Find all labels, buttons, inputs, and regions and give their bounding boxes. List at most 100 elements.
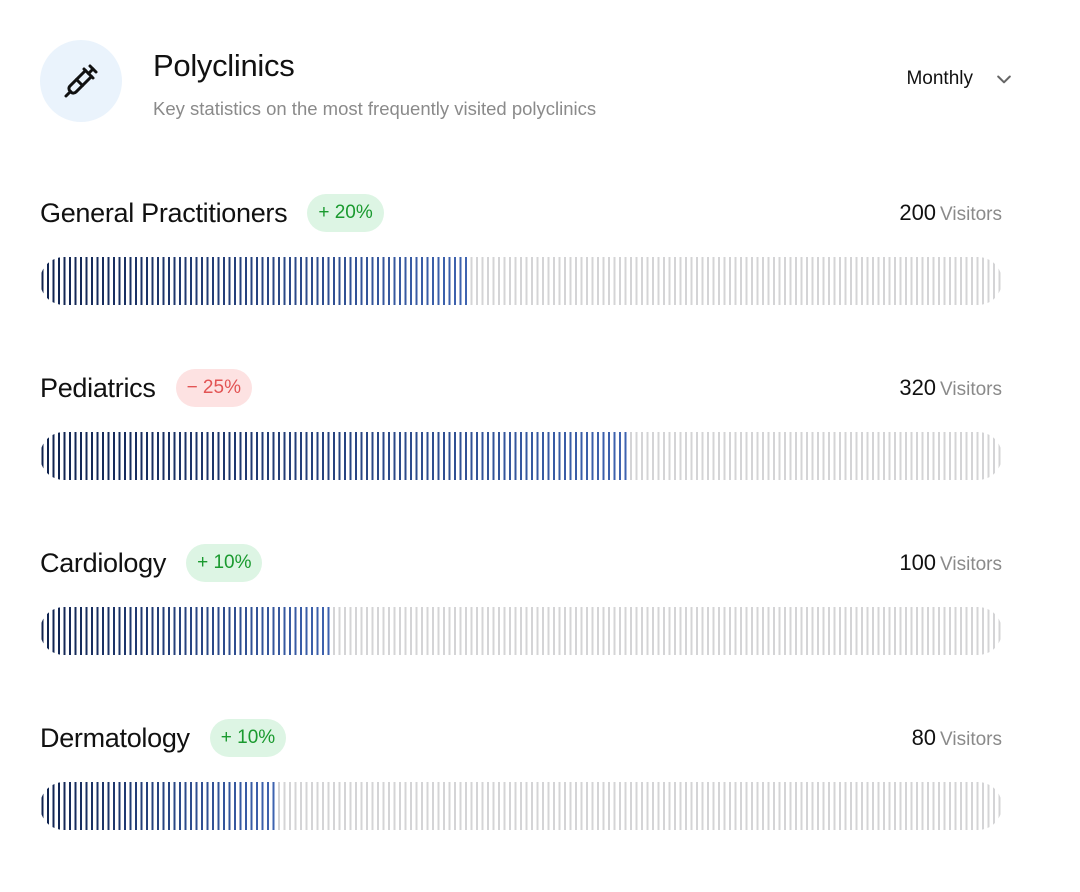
bar-stripe-track <box>899 432 902 480</box>
bar-stripe-track <box>701 432 704 480</box>
bar-stripe-track <box>905 782 907 830</box>
bar-stripe-track <box>344 607 346 655</box>
bar-stripe-track <box>888 607 891 655</box>
bar-stripe-filled <box>239 432 242 480</box>
bar-stripe-filled <box>245 782 247 830</box>
bar-stripe-filled <box>476 432 478 480</box>
bar-stripe-track <box>597 607 599 655</box>
bar-stripe-track <box>481 257 484 305</box>
bar-stripe-filled <box>305 432 308 480</box>
bar-stripe-filled <box>410 257 412 305</box>
bar-stripe-track <box>850 432 852 480</box>
bar-stripe-filled <box>146 257 148 305</box>
bar-stripe-track <box>987 782 990 830</box>
bar-stripe-track <box>635 607 638 655</box>
bar-stripe-filled <box>217 607 220 655</box>
bar-stripe-track <box>844 782 847 830</box>
bar-stripe-track <box>696 607 698 655</box>
bar-stripe-track <box>597 782 599 830</box>
visitor-count-unit: Visitors <box>940 379 1002 400</box>
bar-stripe-filled <box>443 432 445 480</box>
bar-stripe-track <box>800 607 803 655</box>
bar-stripe-track <box>806 782 808 830</box>
bar-stripe-filled <box>162 432 165 480</box>
bar-stripe-track <box>553 782 555 830</box>
bar-stripe-filled <box>289 432 291 480</box>
period-dropdown[interactable]: Monthly <box>906 68 1015 90</box>
bar-stripe-track <box>338 782 341 830</box>
bar-stripe-track <box>817 607 819 655</box>
bar-stripe-filled <box>294 607 297 655</box>
bar-stripe-track <box>509 782 511 830</box>
bar-stripe-track <box>987 432 990 480</box>
bar-stripe-track <box>674 607 676 655</box>
bar-stripe-track <box>993 432 995 480</box>
bar-stripe-track <box>679 607 682 655</box>
bar-stripe-filled <box>157 607 159 655</box>
bar-stripe-track <box>470 782 473 830</box>
bar-stripe-track <box>740 257 742 305</box>
bar-stripe-track <box>993 607 995 655</box>
bar-stripe-track <box>520 607 522 655</box>
clinic-row-general-practitioners: General Practitioners + 20% 200 Visitors <box>40 192 1002 367</box>
bar-stripe-filled <box>377 432 379 480</box>
bar-stripe-track <box>817 257 819 305</box>
bar-stripe-track <box>756 607 759 655</box>
bar-stripe-filled <box>63 782 66 830</box>
clinic-name: General Practitioners <box>40 197 288 228</box>
bar-stripe-track <box>536 607 539 655</box>
bar-stripe-track <box>707 257 709 305</box>
bar-stripe-filled <box>300 257 302 305</box>
bar-stripe-track <box>954 782 957 830</box>
bar-stripe-filled <box>113 432 115 480</box>
bar-stripe-track <box>492 607 495 655</box>
bar-stripe-track <box>481 607 484 655</box>
bar-stripe-filled <box>432 432 434 480</box>
bar-stripe-filled <box>80 432 82 480</box>
bar-stripe-track <box>822 257 825 305</box>
bar-stripe-filled <box>415 432 418 480</box>
bar-stripe-filled <box>531 432 533 480</box>
bar-stripe-filled <box>135 432 137 480</box>
bar-stripe-track <box>707 782 709 830</box>
bar-stripe-filled <box>250 257 253 305</box>
bar-stripe-track <box>916 782 918 830</box>
bar-stripe-track <box>498 782 500 830</box>
bar-stripe-track <box>701 607 704 655</box>
bar-stripe-track <box>767 432 770 480</box>
bar-stripe-track <box>833 782 836 830</box>
bar-stripe-track <box>520 257 522 305</box>
bar-stripe-track <box>553 257 555 305</box>
bar-stripe-filled <box>349 432 352 480</box>
bar-stripe-filled <box>580 432 583 480</box>
bar-stripe-filled <box>179 432 181 480</box>
bar-stripe-track <box>954 257 957 305</box>
bar-stripe-filled <box>63 432 66 480</box>
bar-stripe-filled <box>498 432 500 480</box>
bar-stripe-filled <box>492 432 495 480</box>
bar-stripe-filled <box>278 432 280 480</box>
bar-stripe-filled <box>184 782 187 830</box>
bar-stripe-filled <box>393 432 396 480</box>
bar-stripe-filled <box>47 782 49 830</box>
bar-stripe-track <box>657 782 660 830</box>
visitor-count-value: 100 <box>899 550 937 575</box>
bar-stripe-track <box>921 782 924 830</box>
bar-stripe-track <box>965 607 968 655</box>
bar-stripe-filled <box>371 257 374 305</box>
bar-stripe-track <box>866 257 869 305</box>
bar-stripe-track <box>828 432 830 480</box>
bar-stripe-track <box>448 607 451 655</box>
bar-stripe-filled <box>322 432 324 480</box>
bar-stripe-track <box>657 257 660 305</box>
bar-stripe-track <box>608 607 610 655</box>
bar-stripe-track <box>630 607 632 655</box>
bar-stripe-track <box>690 432 693 480</box>
bar-stripe-filled <box>272 607 275 655</box>
bar-stripe-track <box>454 782 456 830</box>
bar-stripe-track <box>685 257 687 305</box>
bar-stripe-track <box>569 782 572 830</box>
bar-stripe-track <box>998 257 1001 305</box>
bar-stripe-track <box>745 782 748 830</box>
bar-stripe-filled <box>206 432 209 480</box>
